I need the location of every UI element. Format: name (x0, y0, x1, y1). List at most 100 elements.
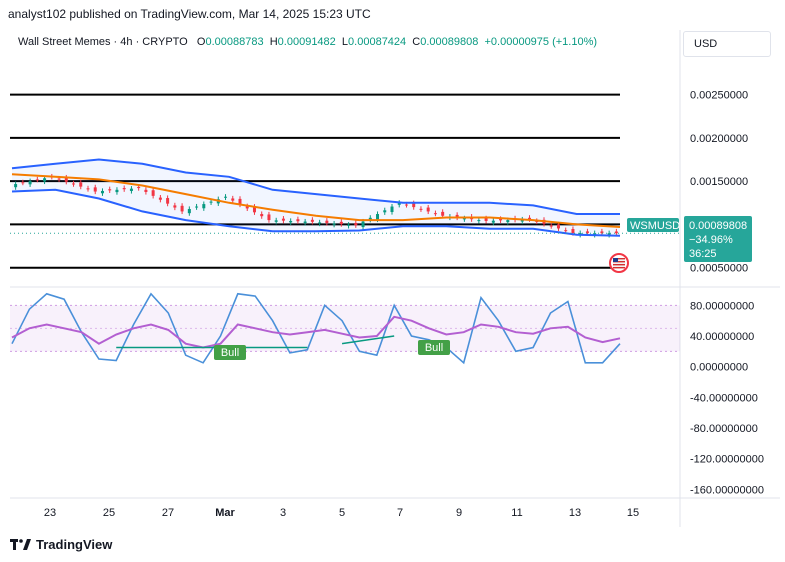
upper-band-line (11, 158, 620, 215)
candle-body (224, 196, 228, 198)
low-value: 0.00087424 (348, 36, 407, 48)
candle-body (137, 186, 141, 189)
candle-body (281, 218, 285, 221)
candle-body (426, 207, 430, 212)
price-pane (10, 93, 680, 273)
bull-label: Bull (221, 347, 239, 359)
candle-body (202, 204, 206, 209)
candle-body (86, 188, 90, 190)
candle-body (397, 202, 401, 205)
candle-body (325, 220, 329, 223)
candle-body (303, 221, 307, 223)
candle-body (35, 179, 39, 181)
high-value: 0.00091482 (277, 36, 336, 48)
candle-body (43, 178, 47, 182)
time-axis-tick: 3 (280, 507, 286, 519)
candle-body (433, 213, 437, 215)
candle-body (144, 189, 148, 192)
oscillator-axis-tick: 40.00000000 (690, 331, 754, 343)
candle-body (129, 188, 133, 191)
candle-body (289, 220, 293, 223)
candle-body (404, 204, 408, 206)
moving-average-line (11, 173, 621, 228)
candle-body (455, 214, 459, 218)
bull-label: Bull (425, 342, 443, 354)
candle-body (339, 221, 343, 225)
symbol-info: Wall Street Memes · 4h · CRYPTO O0.00088… (18, 36, 597, 48)
candle-body (361, 221, 365, 228)
us-flag-stripe (613, 267, 625, 269)
candle-body (64, 177, 68, 182)
candle-body (383, 210, 387, 213)
price-tag-box (684, 216, 752, 262)
candle-body (151, 190, 155, 196)
lower-band-line (11, 188, 621, 237)
open-label: O (196, 36, 206, 48)
candle-body (318, 222, 322, 224)
bull-label-box (418, 340, 450, 355)
rsi-line (11, 315, 621, 349)
candle-body (571, 229, 575, 234)
candle-body (238, 198, 242, 205)
close-label: C (412, 36, 421, 48)
oscillator-axis-tick: -120.00000000 (690, 454, 764, 466)
us-flag-canton (613, 258, 618, 262)
candle-body (477, 220, 481, 222)
us-flag-stripe (613, 261, 625, 263)
price-tag-countdown: 36:25 (689, 248, 717, 260)
high-label: H (269, 36, 278, 48)
oscillator-axis-tick: -40.00000000 (690, 392, 758, 404)
currency-button[interactable]: USD (683, 31, 771, 57)
open-value: 0.00088783 (205, 36, 264, 48)
ticker-tag-label: WSMUSD (630, 220, 680, 232)
symbol-name: Wall Street Memes · 4h · CRYPTO (18, 36, 188, 48)
tradingview-logo-icon (10, 538, 31, 550)
candle-body (549, 225, 553, 227)
candle-body (166, 198, 170, 204)
candle-body (520, 219, 524, 222)
time-axis-tick: 15 (627, 507, 639, 519)
time-axis-tick: 27 (162, 507, 174, 519)
low-label: L (341, 36, 349, 48)
candle-body (180, 205, 184, 212)
attribution: analyst102 published on TradingView.com,… (8, 7, 371, 21)
candle-body (260, 214, 264, 217)
candle-body (245, 206, 249, 209)
ticker-tag-box (627, 218, 679, 232)
candle-body (310, 219, 314, 222)
stochastic-line (11, 292, 621, 365)
candle-body (252, 206, 256, 213)
candle-body (187, 208, 191, 214)
candle-body (14, 184, 18, 188)
candle-body (21, 182, 25, 184)
candle-body (274, 220, 278, 222)
price-axis-tick: 0.00250000 (690, 90, 748, 102)
candle-body (368, 217, 372, 220)
candle-body (376, 214, 380, 220)
candle-body (506, 220, 510, 223)
candle-body (332, 223, 336, 225)
us-flag-field (613, 258, 625, 268)
brand-name: TradingView (36, 537, 113, 552)
candle-body (100, 190, 104, 194)
candle-body (267, 214, 271, 221)
tradingview-logo[interactable]: TradingView (10, 537, 112, 552)
candle-body (354, 222, 358, 226)
time-axis-tick: 11 (511, 507, 522, 519)
candle-body (462, 218, 466, 220)
candle-body (491, 220, 495, 223)
candle-body (593, 233, 597, 235)
price-tag: WSMUSD 0.00089808 −34.96% 36:25 (627, 216, 752, 262)
price-axis-tick: 0.00050000 (690, 263, 748, 275)
oscillator-axis-tick: 0.00000000 (690, 362, 748, 374)
time-axis-tick: 23 (44, 507, 56, 519)
candle-body (108, 189, 112, 191)
axes: 0.002500000.002000000.001500000.00100000… (44, 90, 764, 519)
candle-body (28, 181, 32, 185)
candle-body (585, 231, 589, 234)
candle-body (296, 219, 300, 222)
candle-body (158, 197, 162, 200)
chart-frame (10, 30, 780, 527)
candle-body (115, 189, 119, 193)
